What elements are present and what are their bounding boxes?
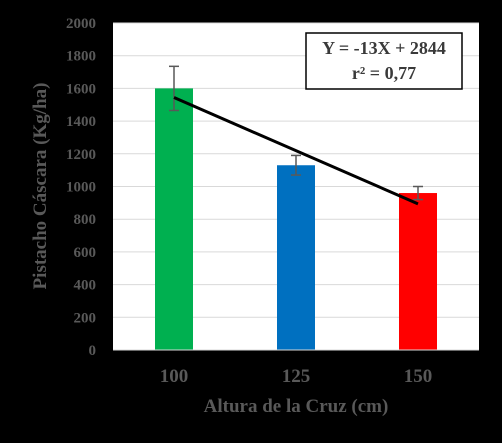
x-axis-title: Altura de la Cruz (cm)	[204, 396, 389, 417]
bar-100	[155, 88, 193, 351]
bars	[155, 88, 437, 351]
equation-box-frame	[305, 32, 463, 90]
trendline	[173, 96, 419, 206]
y-tick-label: 200	[74, 310, 97, 326]
y-tick-label: 1000	[66, 180, 96, 196]
error-bars	[169, 65, 423, 201]
y-axis-ticks: 0 200 400 600 800 1000 1200 1400 1600 1800 2000	[66, 16, 96, 359]
y-tick-label: 1600	[66, 81, 96, 97]
x-tick-label: 150	[404, 366, 433, 387]
y-tick-label: 400	[74, 278, 97, 294]
y-tick-label: 1400	[66, 114, 96, 130]
y-tick-label: 2000	[66, 16, 96, 32]
x-axis-ticks: 100 125 150	[160, 366, 433, 387]
y-tick-label: 1800	[66, 49, 96, 65]
equation-text: Y = -13X + 2844	[322, 38, 446, 58]
y-axis-title: Pistacho Cáscara (Kg/ha)	[30, 83, 51, 290]
equation-box: Y = -13X + 2844 r² = 0,77	[305, 32, 463, 90]
y-tick-label: 600	[74, 245, 97, 261]
y-tick-label: 800	[74, 212, 97, 228]
bar-125	[277, 165, 315, 350]
x-tick-label: 125	[282, 366, 311, 387]
trendline-group	[173, 96, 419, 206]
x-tick-label: 100	[160, 366, 189, 387]
y-tick-label: 1200	[66, 147, 96, 163]
bar-150	[399, 193, 437, 350]
y-tick-label: 0	[89, 343, 97, 359]
r-squared-text: r² = 0,77	[352, 63, 416, 83]
